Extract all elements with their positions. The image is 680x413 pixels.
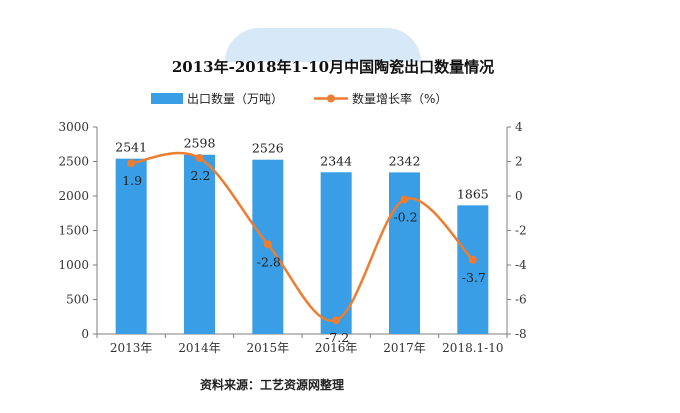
bar bbox=[457, 205, 489, 334]
bar-value-label: 1865 bbox=[457, 186, 489, 201]
bar-value-label: 2342 bbox=[389, 153, 421, 168]
x-tick-label: 2017年 bbox=[383, 341, 426, 355]
growth-rate-label: -7.2 bbox=[325, 330, 349, 345]
growth-rate-label: 1.9 bbox=[122, 173, 142, 188]
right-tick-label: -8 bbox=[515, 327, 527, 341]
growth-rate-point bbox=[332, 316, 341, 325]
bar-value-label: 2541 bbox=[115, 140, 147, 155]
line-series bbox=[127, 151, 477, 325]
x-tick-label: 2018.1-10 bbox=[442, 341, 503, 355]
growth-rate-label: -0.2 bbox=[393, 209, 417, 224]
left-axis-ticks: 0 500 1000 1500 2000 2500 3000 bbox=[58, 120, 97, 341]
growth-rate-point bbox=[400, 195, 409, 204]
header-decoration bbox=[225, 28, 421, 62]
right-tick-label: 2 bbox=[515, 155, 523, 169]
x-tick-label: 2016年 bbox=[315, 341, 358, 355]
bar-series bbox=[115, 154, 489, 334]
bar-value-label: 2344 bbox=[320, 153, 352, 168]
bar-value-label: 2598 bbox=[184, 136, 216, 151]
legend-line-marker bbox=[327, 94, 335, 103]
left-tick-label: 2500 bbox=[58, 155, 89, 169]
axes bbox=[96, 127, 508, 335]
right-tick-label: 4 bbox=[515, 120, 523, 134]
left-tick-label: 1500 bbox=[58, 224, 89, 238]
right-axis-ticks: -8 -6 -4 -2 0 2 4 bbox=[507, 120, 527, 341]
growth-rate-point bbox=[468, 255, 477, 264]
left-tick-label: 500 bbox=[66, 293, 89, 307]
growth-rate-label: -2.8 bbox=[257, 254, 281, 269]
source-note: 资料来源：工艺资源网整理 bbox=[200, 377, 344, 392]
left-tick-label: 2000 bbox=[58, 189, 89, 203]
growth-rate-label: -3.7 bbox=[462, 270, 486, 285]
growth-rate-point bbox=[195, 154, 204, 163]
growth-rate-label: 2.2 bbox=[191, 168, 211, 183]
legend: 出口数量（万吨） 数量增长率（%） bbox=[151, 91, 447, 106]
right-tick-label: -4 bbox=[515, 258, 527, 272]
x-axis-ticks: 2013年 2014年 2015年 2016年 2017年 2018.1-10 bbox=[96, 334, 508, 355]
x-tick-label: 2014年 bbox=[178, 341, 221, 355]
left-tick-label: 1000 bbox=[58, 258, 89, 272]
bar bbox=[115, 158, 147, 334]
bar bbox=[320, 172, 352, 334]
growth-rate-point bbox=[263, 240, 272, 249]
legend-bar-swatch bbox=[151, 93, 183, 104]
right-tick-label: -2 bbox=[515, 224, 527, 238]
bar bbox=[184, 154, 215, 334]
growth-rate-line bbox=[130, 151, 474, 322]
bar-value-labels: 2541 2598 2526 2344 2342 1865 bbox=[115, 136, 488, 202]
chart-title: 2013年-2018年1-10月中国陶瓷出口数量情况 bbox=[172, 58, 494, 76]
legend-bar-label: 出口数量（万吨） bbox=[187, 91, 283, 106]
line-value-labels: 1.9 2.2 -2.8 -7.2 -0.2 -3.7 bbox=[122, 168, 486, 345]
bar-value-label: 2526 bbox=[252, 141, 284, 156]
x-tick-label: 2015年 bbox=[247, 341, 290, 355]
right-tick-label: 0 bbox=[515, 189, 523, 203]
legend-line-label: 数量增长率（%） bbox=[352, 91, 447, 106]
x-tick-label: 2013年 bbox=[110, 341, 153, 355]
left-tick-label: 0 bbox=[81, 327, 89, 341]
right-tick-label: -6 bbox=[515, 293, 527, 307]
left-tick-label: 3000 bbox=[58, 120, 89, 134]
growth-rate-point bbox=[127, 159, 136, 168]
